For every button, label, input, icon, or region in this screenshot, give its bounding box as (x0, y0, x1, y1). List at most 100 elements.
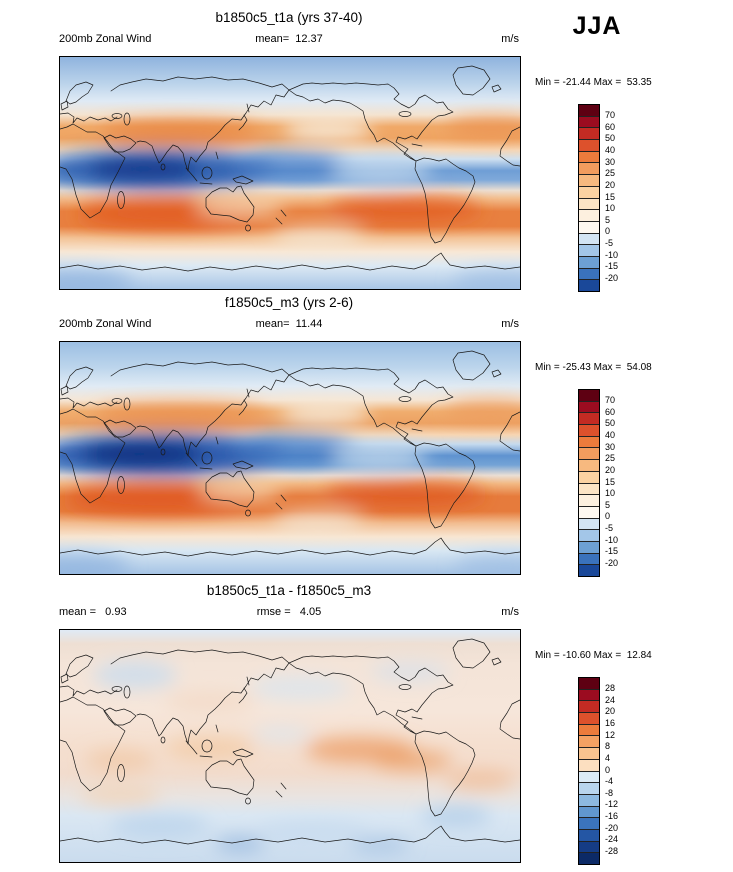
colorbar-box (579, 424, 599, 436)
panel2-colorbar: 70 60 50 40 30 25 20 15 10 5 0 -5 -10 -15 -20 (578, 389, 662, 579)
colorbar-box (579, 435, 599, 448)
colorbar-tick: -15 (605, 546, 619, 557)
colorbar-tick: -28 (605, 845, 619, 856)
colorbar-bar (578, 677, 600, 865)
colorbar-box (579, 185, 599, 198)
colorbar-tick: 10 (605, 203, 616, 214)
map-panel2 (59, 341, 521, 575)
colorbar-tick: 0 (605, 511, 611, 522)
colorbar-tick: -5 (605, 238, 614, 248)
colorbar-box (579, 127, 599, 140)
colorbar-box (579, 828, 599, 841)
colorbar-box (579, 805, 599, 818)
colorbar-box (579, 412, 599, 425)
colorbar-tick: 25 (605, 168, 616, 179)
colorbar-bar (578, 104, 600, 292)
map-panel1-canvas (60, 57, 520, 289)
colorbar-box (579, 529, 599, 541)
colorbar-tick: -20 (605, 822, 619, 833)
colorbar-tick: 5 (605, 499, 611, 510)
panel1-variable-label: 200mb Zonal Wind (59, 33, 152, 45)
panel3-rmse-label: rmse = 4.05 (256, 606, 322, 618)
colorbar-box (579, 678, 599, 689)
colorbar-tick: 30 (605, 156, 616, 167)
panel3-title: b1850c5_t1a - f1850c5_m3 (206, 583, 372, 598)
colorbar-box (579, 723, 599, 736)
map-panel2-canvas (60, 342, 520, 574)
colorbar-tick: -5 (605, 523, 614, 533)
map-panel2-field-blobs (60, 400, 520, 574)
panel2-mean-label: mean= 11.44 (255, 318, 323, 330)
panel1-units-label: m/s (501, 33, 519, 45)
colorbar-box (579, 758, 599, 771)
colorbar-box (579, 793, 599, 806)
colorbar-tick: 60 (605, 406, 616, 417)
panel-difference: b1850c5_t1a - f1850c5_m3 mean = 0.93 rms… (0, 573, 733, 872)
map-panel1 (59, 56, 521, 290)
panel2-variable-label: 200mb Zonal Wind (59, 318, 152, 330)
colorbar-tick: 40 (605, 145, 616, 155)
colorbar-box (579, 400, 599, 413)
colorbar-box (579, 447, 599, 460)
colorbar-tick: 15 (605, 476, 616, 487)
map-panel3-canvas (60, 630, 520, 862)
colorbar-box (579, 688, 599, 701)
colorbar-tick: 0 (605, 226, 611, 237)
colorbar-tick: 10 (605, 488, 616, 499)
colorbar-box (579, 267, 599, 280)
colorbar-box (579, 517, 599, 530)
colorbar-box (579, 540, 599, 553)
colorbar-box (579, 279, 599, 291)
colorbar-box (579, 150, 599, 163)
colorbar-tick: 40 (605, 430, 616, 440)
colorbar-tick: 25 (605, 453, 616, 464)
panel3-units-label: m/s (501, 606, 519, 618)
panel3-minmax-stats: Min = -10.60 Max = 12.84 (535, 650, 652, 661)
map-panel3-field-blobs (80, 661, 515, 852)
panel1-colorbar: 70 60 50 40 30 25 20 15 10 5 0 -5 -10 -15 -20 (578, 104, 662, 294)
map-panel1-field-blobs (60, 117, 520, 289)
colorbar-box (579, 139, 599, 151)
colorbar-tick: 8 (605, 741, 611, 752)
panel1-mean-label: mean= 12.37 (255, 33, 323, 45)
colorbar-box (579, 712, 599, 724)
colorbar-box (579, 505, 599, 518)
colorbar-box (579, 105, 599, 116)
colorbar-tick: 24 (605, 694, 616, 705)
panel-case1: b1850c5_t1a (yrs 37-40) 200mb Zonal Wind… (0, 0, 733, 292)
colorbar-tick: 4 (605, 752, 611, 763)
colorbar-tick: -8 (605, 787, 614, 798)
colorbar-tick: 12 (605, 729, 616, 740)
colorbar-tick: 70 (605, 395, 616, 406)
panel1-minmax-stats: Min = -21.44 Max = 53.35 (535, 77, 652, 88)
colorbar-tick: 60 (605, 121, 616, 132)
colorbar-box (579, 840, 599, 853)
panel3-colorbar: 28 24 20 16 12 8 4 0 -4 -8 -12 -16 -20 -24 -28 (578, 677, 662, 867)
colorbar-tick: -4 (605, 776, 614, 787)
panel2-units-label: m/s (501, 318, 519, 330)
colorbar-tick: -16 (605, 811, 619, 821)
colorbar-box (579, 232, 599, 245)
colorbar-tick: 20 (605, 464, 616, 475)
panel2-title: f1850c5_m3 (yrs 2-6) (224, 295, 354, 310)
colorbar-box (579, 494, 599, 506)
colorbar-box (579, 255, 599, 268)
colorbar-bar (578, 389, 600, 577)
colorbar-tick: -12 (605, 799, 619, 810)
panel1-title: b1850c5_t1a (yrs 37-40) (215, 10, 363, 25)
colorbar-tick: 0 (605, 764, 611, 775)
colorbar-tick: 28 (605, 683, 616, 694)
colorbar-box (579, 220, 599, 233)
colorbar-box (579, 459, 599, 471)
colorbar-box (579, 115, 599, 128)
colorbar-box (579, 552, 599, 565)
colorbar-tick: 5 (605, 214, 611, 225)
colorbar-tick: -10 (605, 534, 619, 545)
colorbar-box (579, 564, 599, 576)
colorbar-tick: 20 (605, 179, 616, 190)
colorbar-tick: 15 (605, 191, 616, 202)
colorbar-box (579, 197, 599, 210)
colorbar-tick: -15 (605, 261, 619, 272)
colorbar-box (579, 770, 599, 783)
colorbar-box (579, 209, 599, 221)
